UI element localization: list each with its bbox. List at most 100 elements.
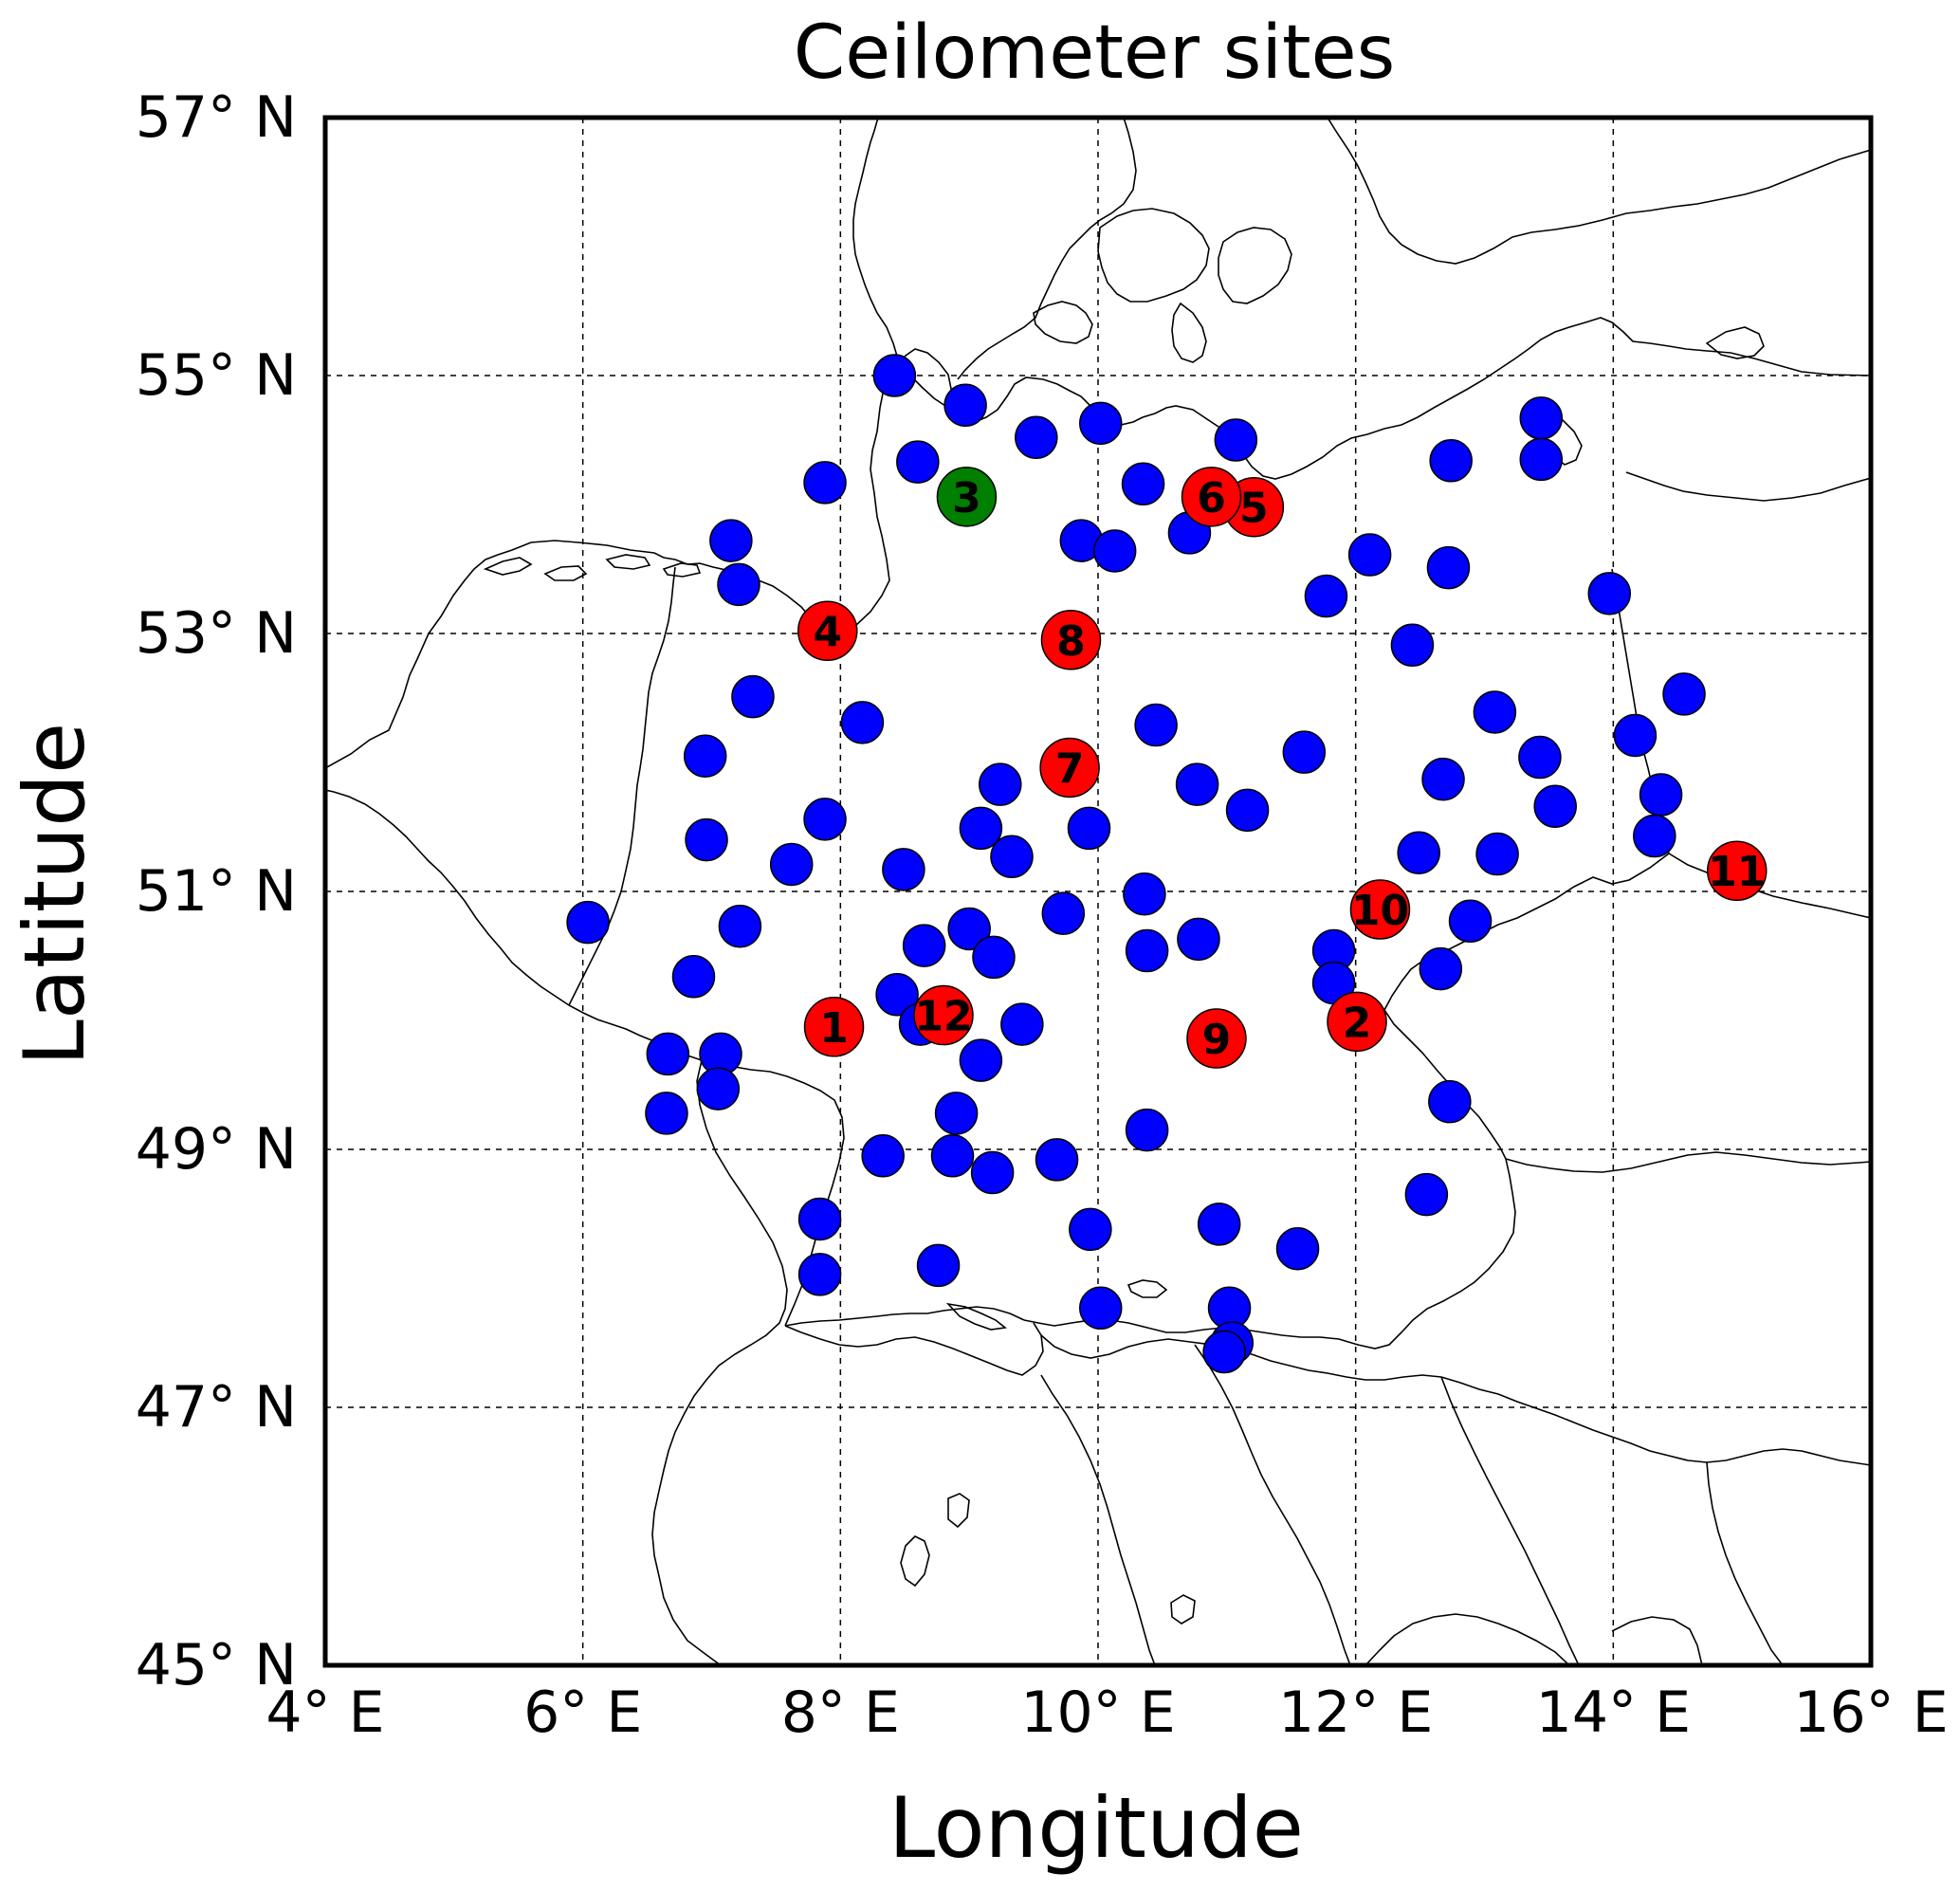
site-marker	[1125, 928, 1169, 973]
site-marker	[947, 907, 991, 951]
y-tick-label: 55° N	[136, 342, 297, 409]
site-marker	[979, 762, 1022, 806]
site-number-label: 6	[1197, 474, 1226, 523]
site-number-label: 5	[1239, 485, 1269, 533]
site-number-label: 9	[1202, 1016, 1232, 1064]
y-axis-ticks: 45° N 47° N 49° N 51° N 53° N 55° N 57° N	[136, 84, 297, 1698]
site-marker	[566, 900, 610, 945]
x-tick-label: 16° E	[1793, 1680, 1948, 1746]
site-marker	[1121, 462, 1165, 505]
site-marker	[709, 519, 753, 562]
x-tick-label: 10° E	[1020, 1680, 1175, 1746]
site-marker	[1197, 1203, 1241, 1246]
site-marker	[1397, 831, 1440, 874]
site-marker	[840, 701, 885, 744]
site-marker	[1304, 574, 1348, 618]
site-marker	[1404, 1172, 1449, 1217]
site-marker	[1518, 735, 1562, 780]
site-marker	[1519, 396, 1564, 440]
site-marker	[1475, 832, 1519, 876]
site-marker	[803, 461, 847, 505]
site-marker	[1282, 730, 1327, 774]
x-tick-label: 8° E	[781, 1680, 900, 1746]
site-marker	[1533, 784, 1577, 828]
numbered-site-marker	[1327, 991, 1387, 1053]
site-number-label: 3	[952, 474, 981, 523]
numbered-site-marker	[1040, 610, 1102, 670]
site-number-label: 7	[1055, 744, 1085, 793]
x-axis-ticks: 4° E 6° E 8° E 10° E 12° E 14° E 16° E	[266, 1680, 1948, 1746]
numbered-site-marker	[1349, 879, 1411, 940]
site-number-label: 12	[914, 993, 972, 1041]
site-marker	[970, 1150, 1015, 1195]
site-marker	[902, 924, 946, 967]
site-marker	[718, 904, 762, 948]
site-marker	[959, 1038, 1003, 1082]
site-marker	[685, 817, 728, 862]
site-marker	[731, 674, 775, 719]
site-marker	[1035, 1138, 1079, 1182]
site-marker	[1069, 1207, 1112, 1252]
site-marker	[896, 440, 940, 484]
site-marker	[972, 935, 1016, 980]
site-marker	[803, 798, 847, 841]
site-marker	[696, 1067, 741, 1111]
y-tick-label: 45° N	[136, 1632, 297, 1698]
y-tick-label: 53° N	[136, 600, 297, 667]
reference-site-marker	[936, 467, 998, 527]
site-marker	[1662, 672, 1706, 716]
y-tick-label: 51° N	[136, 858, 297, 925]
site-marker	[1000, 1002, 1044, 1046]
site-marker	[1448, 899, 1493, 944]
x-tick-label: 6° E	[523, 1680, 642, 1746]
site-marker	[1426, 545, 1471, 590]
site-marker	[1202, 1330, 1246, 1374]
site-marker	[990, 835, 1034, 879]
site-marker	[934, 1092, 979, 1135]
site-marker	[875, 973, 919, 1017]
site-marker	[1421, 757, 1465, 801]
site-marker	[1428, 1079, 1472, 1124]
site-marker	[1613, 713, 1658, 758]
site-marker	[1078, 1286, 1123, 1331]
y-tick-label: 49° N	[136, 1116, 297, 1183]
site-marker	[1587, 572, 1632, 615]
site-number-label: 1	[819, 1004, 849, 1053]
y-tick-label: 47° N	[136, 1374, 297, 1441]
graticule	[325, 118, 1871, 1665]
site-marker	[1419, 946, 1463, 991]
site-marker	[797, 1253, 842, 1296]
site-number-label: 10	[1351, 887, 1409, 935]
site-marker	[717, 562, 760, 607]
site-marker	[797, 1197, 842, 1241]
site-marker	[1015, 415, 1058, 460]
site-marker	[1041, 891, 1086, 935]
numbered-site-marker	[1706, 840, 1768, 901]
site-marker	[671, 955, 716, 999]
site-marker	[1175, 762, 1219, 806]
site-marker	[1067, 806, 1111, 851]
site-marker	[1177, 917, 1220, 962]
site-marker	[943, 383, 987, 428]
site-marker	[1639, 773, 1683, 817]
site-marker	[1275, 1226, 1320, 1271]
site-marker	[1390, 623, 1435, 667]
x-tick-label: 4° E	[266, 1680, 384, 1746]
map-title: Ceilometer sites	[794, 10, 1395, 96]
numbered-site-marker	[1039, 737, 1100, 799]
x-axis-title: Longitude	[888, 1779, 1304, 1877]
site-marker	[683, 734, 727, 778]
site-marker	[916, 1243, 961, 1288]
site-number-label: 8	[1056, 617, 1086, 666]
site-marker	[645, 1092, 688, 1135]
y-axis-title: Latitude	[6, 723, 103, 1066]
y-tick-label: 57° N	[136, 84, 297, 151]
site-marker	[1347, 533, 1392, 577]
site-number-label: 11	[1708, 848, 1766, 896]
site-marker	[1134, 703, 1178, 747]
site-marker	[1633, 814, 1676, 858]
numbered-site-marker	[1186, 1008, 1247, 1069]
site-number-label: 2	[1343, 999, 1372, 1047]
